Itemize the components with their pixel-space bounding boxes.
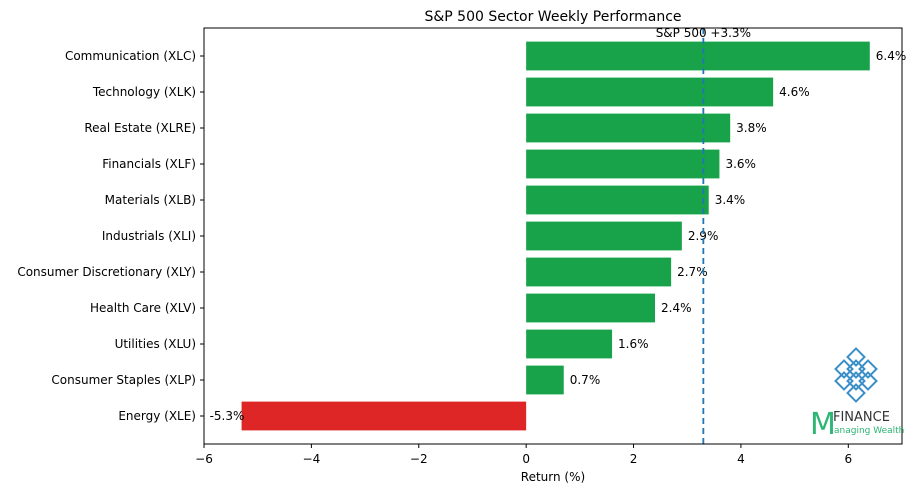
chart-title: S&P 500 Sector Weekly Performance bbox=[424, 9, 681, 25]
bar-value-label-2: 4.6% bbox=[779, 85, 810, 99]
bar-value-label-3: 3.8% bbox=[736, 121, 767, 135]
bar-8 bbox=[526, 293, 656, 323]
y-tick-label-6: Industrials (XLI) bbox=[102, 229, 196, 243]
bar-6 bbox=[526, 221, 682, 251]
bar-value-label-11: -5.3% bbox=[210, 409, 245, 423]
x-axis-group: −6 −4 −2 0 2 4 6 bbox=[195, 444, 852, 466]
endless-knot-icon bbox=[834, 347, 878, 403]
bar-value-label-9: 1.6% bbox=[618, 337, 649, 351]
bar-value-labels-group: 6.4% 4.6% 3.8% 3.6% 3.4% 2.9% 2.7% 2.4% 1.6% 0.7%… bbox=[210, 49, 907, 423]
logo-tagline: anaging Wealth bbox=[834, 426, 904, 436]
bar-9 bbox=[526, 329, 613, 359]
bar-value-label-5: 3.4% bbox=[715, 193, 746, 207]
bar-value-label-7: 2.7% bbox=[677, 265, 708, 279]
bar-5 bbox=[526, 185, 709, 215]
bar-11 bbox=[241, 401, 527, 431]
y-tick-label-10: Consumer Staples (XLP) bbox=[51, 373, 196, 387]
bar-1 bbox=[526, 41, 870, 71]
bar-3 bbox=[526, 113, 731, 143]
y-tick-label-8: Health Care (XLV) bbox=[90, 301, 196, 315]
bar-7 bbox=[526, 257, 672, 287]
x-tick-label-3: −2 bbox=[410, 452, 428, 466]
bar-value-label-6: 2.9% bbox=[688, 229, 719, 243]
bar-10 bbox=[526, 365, 564, 395]
y-tick-label-5: Materials (XLB) bbox=[105, 193, 196, 207]
bar-4 bbox=[526, 149, 720, 179]
y-tick-label-3: Real Estate (XLRE) bbox=[84, 121, 196, 135]
bars-group bbox=[241, 41, 870, 431]
logo-word-finance: FINANCE bbox=[833, 410, 890, 425]
bar-2 bbox=[526, 77, 774, 107]
bar-value-label-8: 2.4% bbox=[661, 301, 692, 315]
x-tick-label-1: −6 bbox=[195, 452, 213, 466]
x-tick-label-2: −4 bbox=[303, 452, 321, 466]
y-tick-label-2: Technology (XLK) bbox=[92, 85, 196, 99]
plot-frame bbox=[203, 27, 903, 445]
y-tick-label-1: Communication (XLC) bbox=[65, 49, 196, 63]
sp500-reference-label: S&P 500 +3.3% bbox=[656, 26, 751, 40]
bar-value-label-1: 6.4% bbox=[876, 49, 907, 63]
y-tick-label-9: Utilities (XLU) bbox=[115, 337, 196, 351]
x-tick-label-6: 4 bbox=[737, 452, 745, 466]
y-tick-label-7: Consumer Discretionary (XLY) bbox=[17, 265, 196, 279]
mfinance-logo: M FINANCE anaging Wealth bbox=[810, 347, 904, 442]
x-tick-label-5: 2 bbox=[630, 452, 638, 466]
logo-letter-m: M bbox=[810, 407, 836, 442]
x-axis-label: Return (%) bbox=[521, 470, 585, 484]
y-tick-label-4: Financials (XLF) bbox=[102, 157, 196, 171]
x-tick-label-7: 6 bbox=[844, 452, 852, 466]
bar-value-label-10: 0.7% bbox=[570, 373, 601, 387]
x-tick-label-4: 0 bbox=[522, 452, 530, 466]
y-tick-labels-group: Communication (XLC) Technology (XLK) Real … bbox=[17, 49, 204, 423]
bar-value-label-4: 3.6% bbox=[725, 157, 756, 171]
y-tick-label-11: Energy (XLE) bbox=[118, 409, 196, 423]
